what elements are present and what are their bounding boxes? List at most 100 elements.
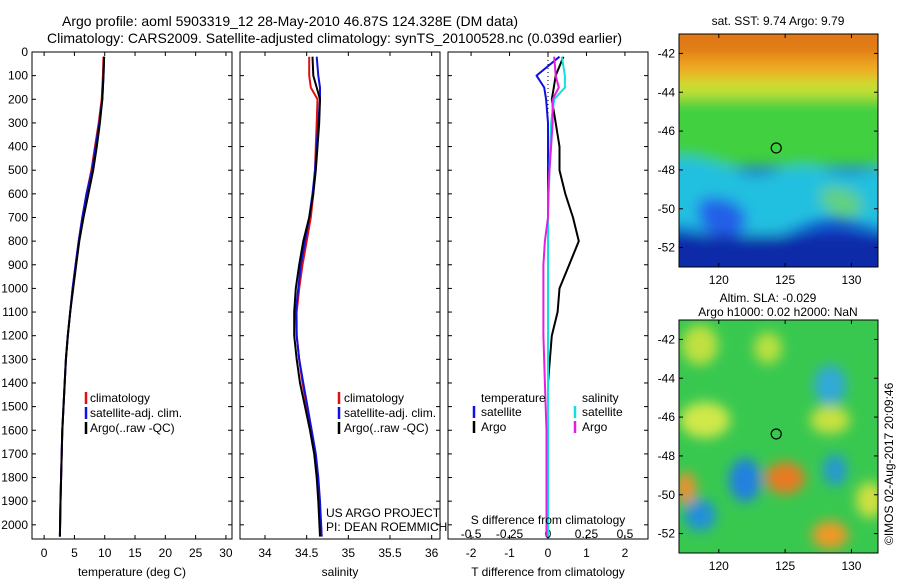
sla-blue-blob [823,454,847,486]
legend-label-satellite: satellite-adj. clim. [90,406,182,420]
y-tick-label: 1000 [1,281,28,295]
legend-title-temperature: temperature [481,391,546,405]
y-tick-label: 2000 [1,518,28,532]
sla-map [679,320,878,553]
sla-blue-blob [729,458,761,502]
temperature-plot-frame [31,51,233,540]
salinity-plot-frame [239,51,441,540]
x-tick-label: 5 [71,546,78,560]
y-tick-label: 1100 [2,305,28,319]
legend-label-argo: Argo(..raw -QC) [344,421,429,435]
map-y-tick-label: -46 [658,124,676,138]
legend-title-salinity: salinity [582,391,619,405]
x-tick-label: 2 [622,546,629,560]
project-label-line2: PI: DEAN ROEMMICH [326,520,447,534]
series-line-s-argo [542,56,560,537]
y-tick-label: 1900 [1,494,28,508]
sla-blue-blob [684,499,716,531]
y-tick-label: 500 [8,163,28,177]
x-tick-label: 20 [159,546,173,560]
s-tick-label: -0.25 [496,527,524,541]
map-x-tick-label: 120 [709,559,729,573]
sla-yellow-blob [754,332,782,364]
figure-title-line1: Argo profile: aoml 5903319_12 28-May-201… [62,13,518,29]
map-x-tick-label: 125 [775,273,795,287]
map-y-tick-label: -44 [658,371,676,385]
figure-title-line2: Climatology: CARS2009. Satellite-adjuste… [47,30,622,46]
x-tick-label: 10 [98,546,112,560]
legend-label-argo: Argo(..raw -QC) [90,421,175,435]
argo-position-marker [770,428,782,440]
s-tick-label: 0.25 [575,527,599,541]
sst-green-band [679,98,878,168]
s-tick-label: 0.5 [617,527,634,541]
credit-label: ©IMOS 02-Aug-2017 20:09:46 [882,382,896,545]
x-tick-label: 35.5 [378,546,402,560]
y-tick-label: 1600 [1,423,28,437]
legend-label-s-satellite: satellite [582,405,623,419]
series-line-climatology [58,56,105,537]
y-tick-label: 400 [8,140,28,154]
series-line-satellite [58,56,106,537]
sla-map-title-line2: Argo h1000: 0.02 h2000: NaN [698,305,857,319]
legend-label-climatology: climatology [90,391,150,405]
series-line-argo [58,56,106,537]
salinity-plot: 34 34.5 35 35.5 36 [240,51,440,560]
y-tick-label: 600 [8,187,28,201]
sst-map [679,34,878,267]
y-tick-label: 1500 [1,400,28,414]
temperature-legend: climatology satellite-adj. clim. Argo(..… [84,391,182,435]
map-y-tick-label: -44 [658,85,676,99]
map-x-tick-label: 130 [841,273,861,287]
sla-yellow-blob [682,325,718,365]
map-y-tick-label: -46 [658,410,676,424]
x-tick-label: 30 [219,546,233,560]
legend-label-climatology: climatology [344,391,404,405]
sst-green-patch [819,186,862,220]
map-y-tick-label: -50 [658,488,676,502]
sla-orange-blob [812,521,848,549]
x-tick-label: 15 [128,546,142,560]
sla-map-axes: 120 125 130 -42 -44 -46 -48 -50 -52 [658,320,878,573]
x-tick-label: 0 [545,546,552,560]
map-y-tick-label: -50 [658,202,676,216]
difference-xlabel-top: S difference from climatology [471,513,626,527]
legend-label-t-argo: Argo [481,420,507,434]
sla-map-frame [678,319,879,554]
y-tick-label: 300 [8,116,28,130]
series-line-argo [293,56,321,537]
x-tick-label: 25 [189,546,203,560]
y-tick-label: 700 [8,210,28,224]
argo-position-marker [770,142,782,154]
x-tick-label: 34.5 [295,546,319,560]
temperature-plot: 0100200300400500600700800900100011001200… [1,45,233,560]
sla-map-title-line1: Altim. SLA: -0.029 [720,291,817,305]
project-label-line1: US ARGO PROJECT [326,506,441,520]
s-tick-label: -0.5 [461,527,482,541]
x-tick-label: 35 [342,546,356,560]
y-tick-label: 100 [8,69,28,83]
legend-label-satellite: satellite-adj. clim. [344,406,436,420]
y-tick-label: 200 [8,92,28,106]
map-y-tick-label: -48 [658,449,676,463]
x-tick-label: -1 [504,546,515,560]
sst-map-frame [678,33,879,268]
legend-label-s-argo: Argo [582,420,608,434]
difference-legend: temperature satellite Argo salinity sate… [472,391,623,434]
y-tick-label: 1800 [1,471,28,485]
y-tick-label: 1400 [1,376,28,390]
map-y-tick-label: -42 [658,332,676,346]
difference-plot: -2 -1 0 1 2-0.5 -0.25 0 0.25 0.5 [448,51,648,560]
sst-map-axes: 120 125 130 -42 -44 -46 -48 -50 -52 [658,34,878,287]
x-tick-label: 36 [425,546,439,560]
sla-yellow-blob [810,406,850,434]
sla-blue-blob [814,365,846,405]
sla-yellow-blob [680,402,730,438]
y-tick-label: 0 [21,45,28,59]
y-tick-label: 1200 [1,329,28,343]
map-y-tick-label: -42 [658,46,676,60]
sla-orange-blob [765,462,805,494]
series-line-s-satellite [547,56,566,537]
y-tick-label: 800 [8,234,28,248]
